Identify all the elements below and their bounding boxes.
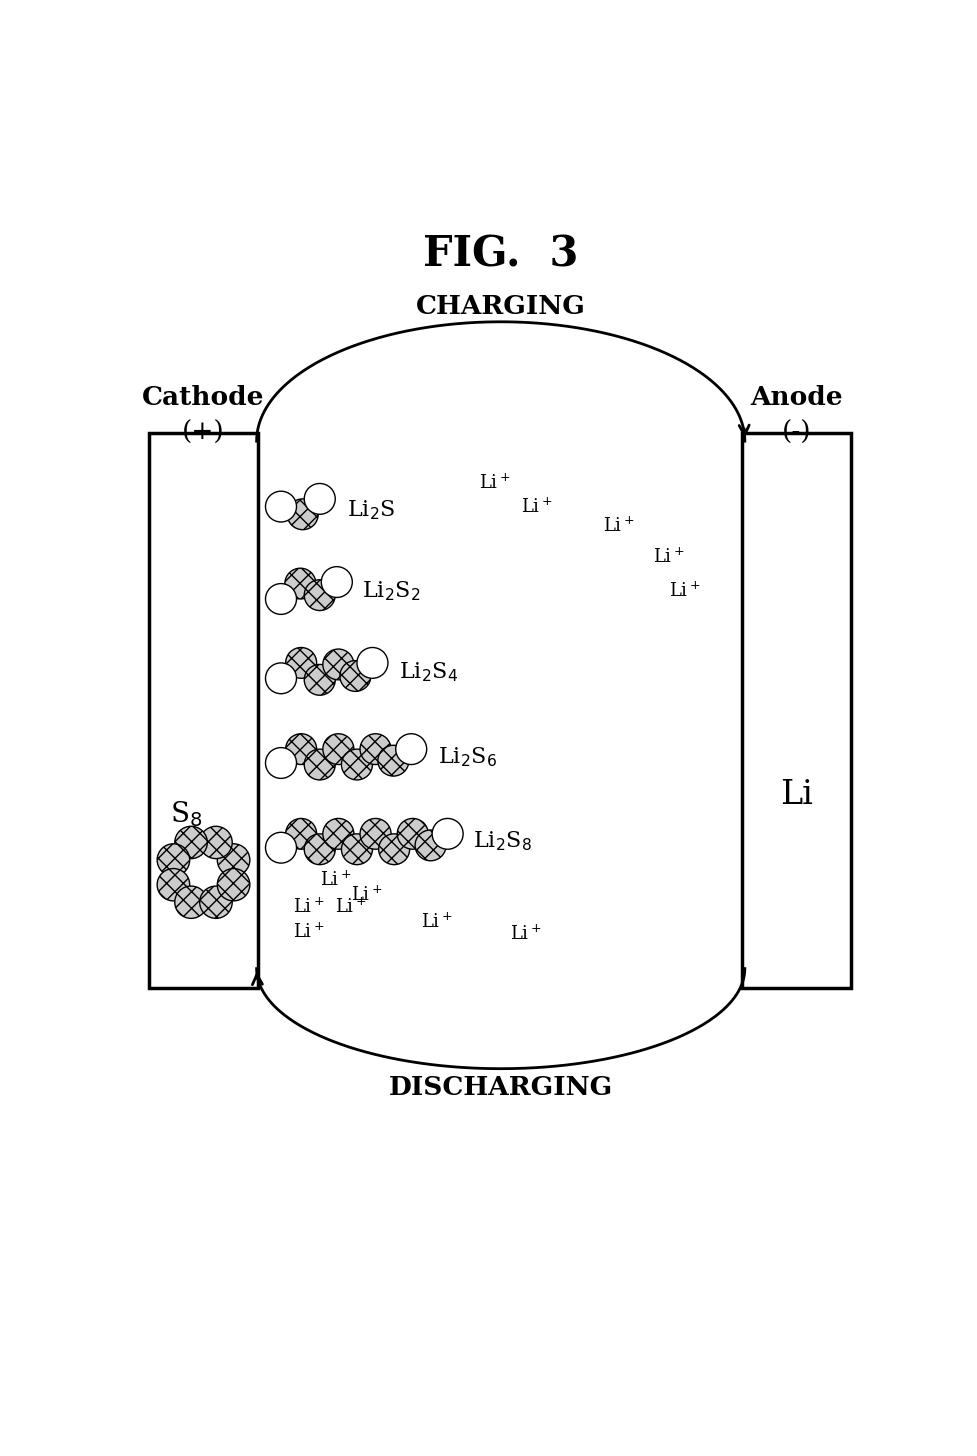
Circle shape — [266, 584, 296, 614]
Circle shape — [361, 818, 391, 849]
Circle shape — [285, 818, 317, 849]
Circle shape — [287, 499, 319, 530]
Text: Li$_2$S$_2$: Li$_2$S$_2$ — [362, 579, 421, 603]
Text: Li$^+$: Li$^+$ — [510, 925, 541, 943]
Circle shape — [199, 887, 233, 919]
Circle shape — [357, 648, 388, 678]
Circle shape — [157, 844, 190, 877]
Circle shape — [361, 734, 391, 764]
Text: Li$^+$: Li$^+$ — [319, 871, 352, 890]
Text: Li$^+$: Li$^+$ — [479, 473, 510, 494]
Text: Li$^+$: Li$^+$ — [653, 547, 685, 566]
Circle shape — [322, 818, 354, 849]
Text: S$_8$: S$_8$ — [170, 799, 202, 830]
Circle shape — [285, 648, 317, 678]
Circle shape — [157, 869, 190, 901]
Text: (+): (+) — [182, 419, 225, 446]
Circle shape — [199, 827, 233, 859]
Text: Li$^+$: Li$^+$ — [351, 885, 382, 906]
Circle shape — [285, 734, 317, 764]
Circle shape — [266, 491, 296, 523]
Circle shape — [217, 844, 250, 877]
Text: Li$_2$S: Li$_2$S — [347, 498, 395, 523]
Circle shape — [321, 566, 353, 597]
Circle shape — [304, 664, 335, 696]
Circle shape — [415, 830, 446, 860]
Text: DISCHARGING: DISCHARGING — [389, 1076, 613, 1101]
Circle shape — [396, 734, 427, 764]
Circle shape — [266, 662, 296, 693]
Text: Li: Li — [780, 779, 813, 811]
Circle shape — [175, 887, 207, 919]
Circle shape — [285, 568, 316, 598]
Circle shape — [266, 833, 296, 863]
Circle shape — [341, 750, 372, 780]
Circle shape — [379, 834, 409, 865]
Text: Li$^+$: Li$^+$ — [522, 496, 553, 517]
Text: FIG.  3: FIG. 3 — [423, 233, 578, 275]
Bar — [149, 434, 258, 987]
Text: Li$_2$S$_4$: Li$_2$S$_4$ — [399, 661, 458, 684]
Text: CHARGING: CHARGING — [416, 294, 585, 319]
Text: Li$^+$: Li$^+$ — [293, 923, 324, 942]
Circle shape — [432, 818, 463, 849]
Bar — [743, 434, 851, 987]
Text: Li$_2$S$_6$: Li$_2$S$_6$ — [438, 745, 496, 769]
Circle shape — [322, 734, 354, 764]
Circle shape — [304, 750, 335, 780]
Text: Anode: Anode — [750, 386, 843, 411]
Circle shape — [175, 827, 207, 859]
Circle shape — [266, 747, 296, 779]
Circle shape — [304, 483, 335, 514]
Circle shape — [304, 579, 335, 610]
Text: (-): (-) — [782, 419, 811, 446]
Text: Li$_2$S$_8$: Li$_2$S$_8$ — [473, 830, 532, 853]
Circle shape — [217, 869, 250, 901]
Text: Li$^+$: Li$^+$ — [668, 581, 701, 601]
Circle shape — [340, 661, 371, 692]
Circle shape — [341, 834, 372, 865]
Text: Li$^+$: Li$^+$ — [293, 897, 324, 917]
Text: Li$^+$: Li$^+$ — [603, 517, 634, 536]
Circle shape — [398, 818, 428, 849]
Circle shape — [322, 649, 354, 680]
Text: Li$^+$: Li$^+$ — [420, 913, 452, 932]
Circle shape — [378, 745, 409, 776]
Text: Cathode: Cathode — [143, 386, 265, 411]
Text: Li$^+$: Li$^+$ — [335, 897, 366, 917]
Circle shape — [304, 834, 335, 865]
